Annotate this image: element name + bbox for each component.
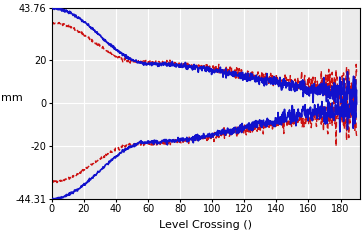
X-axis label: Level Crossing (): Level Crossing () [159, 220, 252, 230]
Y-axis label: mm: mm [1, 93, 23, 103]
